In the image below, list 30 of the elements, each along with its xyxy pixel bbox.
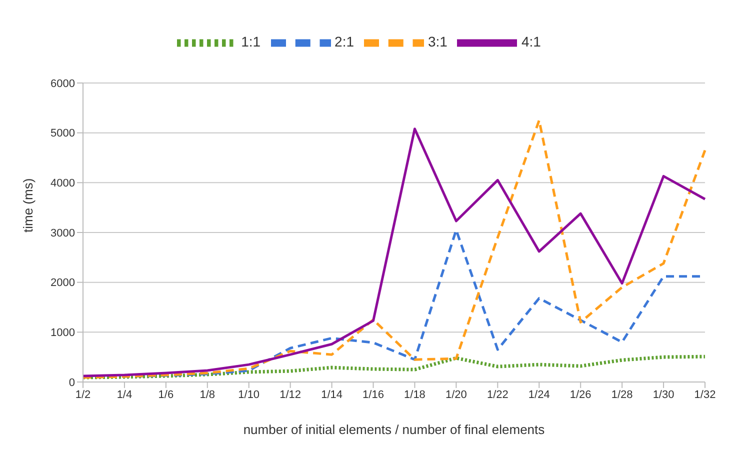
x-tick-label: 1/30 — [652, 388, 674, 401]
x-tick-label: 1/8 — [200, 388, 216, 401]
y-tick-label: 5000 — [50, 128, 75, 140]
x-tick-label: 1/4 — [116, 388, 132, 401]
x-tick-label: 1/22 — [486, 388, 508, 401]
y-tick-label: 2000 — [50, 277, 75, 290]
legend-label: 2:1 — [334, 34, 354, 50]
y-tick-label: 0 — [68, 376, 75, 389]
x-tick-label: 1/18 — [404, 388, 426, 401]
x-tick-label: 1/24 — [528, 388, 550, 401]
x-tick-label: 1/2 — [75, 388, 91, 401]
y-tick-label: 6000 — [50, 78, 75, 90]
x-tick-label: 1/12 — [280, 388, 302, 401]
legend-label: 3:1 — [428, 34, 448, 50]
x-tick-label: 1/32 — [694, 388, 716, 401]
x-tick-label: 1/14 — [321, 388, 343, 401]
x-tick-label: 1/26 — [570, 388, 592, 401]
x-axis-title: number of initial elements / number of final elements — [243, 422, 546, 437]
x-tick-label: 1/20 — [445, 388, 467, 401]
legend-label: 1:1 — [241, 34, 261, 50]
y-tick-label: 1000 — [50, 327, 75, 340]
y-tick-label: 4000 — [50, 178, 75, 190]
y-tick-label: 3000 — [50, 227, 75, 240]
x-tick-label: 1/16 — [362, 388, 384, 401]
x-tick-label: 1/10 — [238, 388, 260, 401]
line-series — [81, 354, 707, 380]
x-tick-label: 1/6 — [158, 388, 174, 401]
y-axis-title: time (ms) — [20, 178, 36, 232]
x-tick-label: 1/28 — [611, 388, 633, 401]
legend-label: 4:1 — [521, 34, 541, 50]
